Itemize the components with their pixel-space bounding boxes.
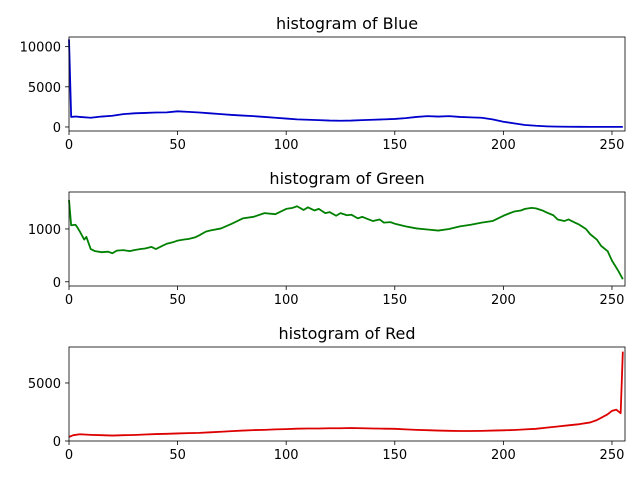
x-tick-label-red: 250: [600, 448, 625, 463]
x-tick-label-green: 200: [491, 293, 516, 308]
x-tick-label-blue: 100: [274, 138, 299, 153]
y-tick-label-red: 0: [53, 435, 61, 450]
x-tick-label-blue: 0: [65, 138, 73, 153]
series-line-green: [68, 199, 624, 280]
plot-frame-blue: [68, 36, 626, 132]
chart-title-red: histogram of Red: [278, 324, 415, 343]
x-tick-label-green: 0: [65, 293, 73, 308]
plot-frame-red: [68, 346, 626, 442]
series-line-red: [68, 351, 624, 438]
y-tick-label-blue: 5000: [28, 81, 61, 96]
histogram-red-panel: histogram of Red 0 50 100 150 200 250 0 5000: [28, 324, 626, 463]
x-tick-label-green: 50: [169, 293, 186, 308]
plot-frame-green: [68, 191, 626, 287]
x-tick-label-red: 0: [65, 448, 73, 463]
histogram-blue-panel: histogram of Blue 0 50 100 150 200 250 0 5000 100…: [20, 14, 626, 153]
y-tick-label-green: 1000: [28, 223, 61, 238]
y-tick-label-red: 5000: [28, 377, 61, 392]
y-tick-label-green: 0: [53, 276, 61, 291]
x-tick-label-red: 150: [382, 448, 407, 463]
histogram-green-panel: histogram of Green 0 50 100 150 200 250 0 1000: [28, 169, 626, 308]
x-tick-label-blue: 50: [169, 138, 186, 153]
x-tick-label-blue: 200: [491, 138, 516, 153]
x-tick-label-red: 50: [169, 448, 186, 463]
x-tick-label-blue: 150: [382, 138, 407, 153]
x-tick-label-red: 200: [491, 448, 516, 463]
series-line-blue: [68, 39, 623, 128]
y-tick-label-blue: 10000: [20, 41, 61, 56]
x-tick-label-blue: 250: [600, 138, 625, 153]
x-tick-label-green: 150: [382, 293, 407, 308]
chart-title-blue: histogram of Blue: [276, 14, 418, 33]
x-tick-label-green: 100: [274, 293, 299, 308]
x-tick-label-red: 100: [274, 448, 299, 463]
chart-title-green: histogram of Green: [269, 169, 424, 188]
x-tick-label-green: 250: [600, 293, 625, 308]
y-tick-label-blue: 0: [53, 121, 61, 136]
